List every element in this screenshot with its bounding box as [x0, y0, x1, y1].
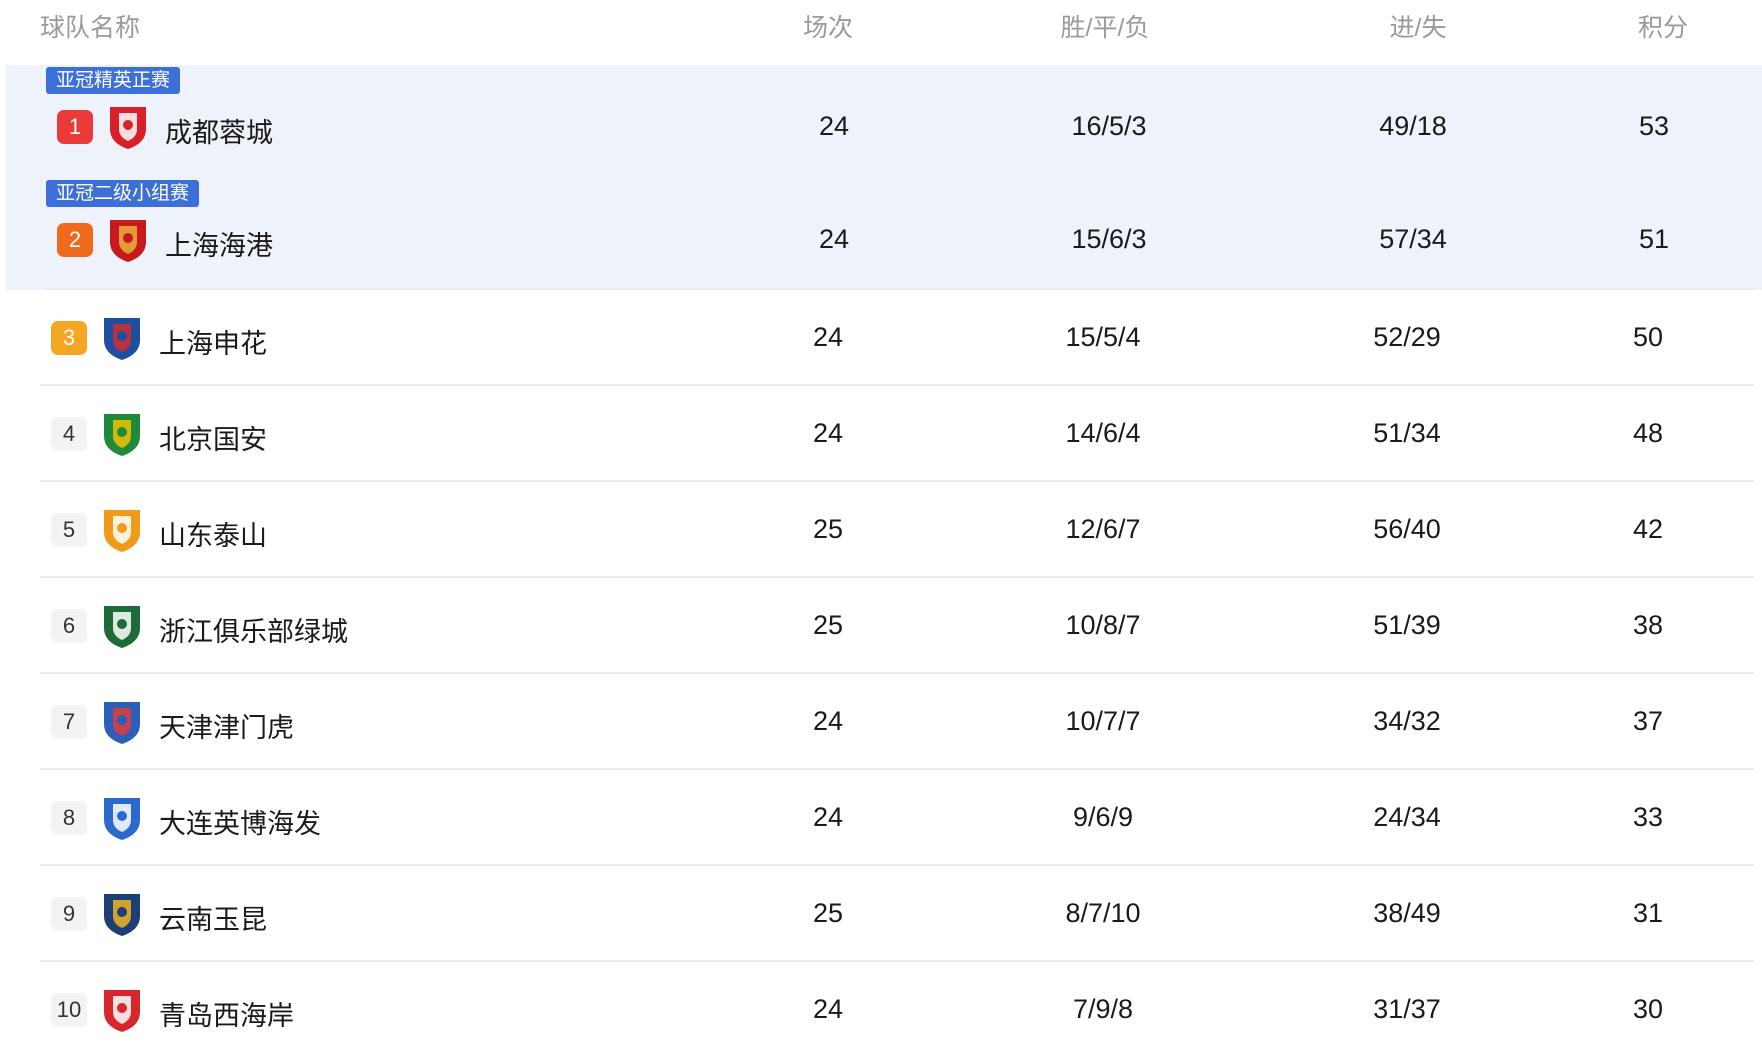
gf-ga-cell: 34/32 [1373, 706, 1441, 736]
rank-badge: 10 [51, 993, 87, 1027]
row-divider [40, 384, 1754, 386]
rank-badge: 5 [51, 513, 87, 547]
wdl-cell: 8/7/10 [1065, 898, 1141, 928]
gf-ga-cell: 38/49 [1373, 898, 1441, 928]
gf-ga-cell: 31/37 [1373, 994, 1441, 1024]
gf-ga-cell: 49/18 [1379, 111, 1447, 141]
beijing-guoan-logo-icon [104, 414, 140, 456]
team-name[interactable]: 浙江俱乐部绿城 [159, 617, 348, 647]
shanghai-shenhua-logo-icon [104, 318, 140, 360]
points-cell: 31 [1632, 898, 1664, 928]
points-cell: 42 [1632, 514, 1664, 544]
played-cell: 24 [812, 802, 844, 832]
table-row[interactable]: 3 上海申花 24 15/5/4 52/29 50 [0, 290, 1762, 386]
rank-badge: 6 [51, 609, 87, 643]
team-name[interactable]: 上海申花 [159, 329, 267, 359]
points-cell: 50 [1632, 322, 1664, 352]
dalian-yingbo-logo-icon [104, 798, 140, 840]
shandong-taishan-logo-icon [104, 510, 140, 552]
header-wdl: 胜/平/负 [1060, 14, 1150, 42]
played-cell: 24 [812, 706, 844, 736]
played-cell: 24 [812, 418, 844, 448]
played-cell: 24 [812, 994, 844, 1024]
team-name[interactable]: 成都蓉城 [165, 118, 273, 148]
header-team-name: 球队名称 [40, 14, 141, 42]
qualification-tag: 亚冠精英正赛 [46, 67, 181, 94]
gf-ga-cell: 52/29 [1373, 322, 1441, 352]
gf-ga-cell: 24/34 [1373, 802, 1441, 832]
table-row[interactable]: 7 天津津门虎 24 10/7/7 34/32 37 [0, 674, 1762, 770]
points-cell: 38 [1632, 610, 1664, 640]
gf-ga-cell: 56/40 [1373, 514, 1441, 544]
team-name[interactable]: 天津津门虎 [159, 713, 294, 743]
points-cell: 53 [1638, 111, 1670, 141]
chengdu-rongcheng-logo-icon [110, 107, 146, 149]
wdl-cell: 10/8/7 [1065, 610, 1141, 640]
played-cell: 24 [818, 224, 850, 254]
shanghai-port-logo-icon [110, 220, 146, 262]
table-row[interactable]: 亚冠二级小组赛 2 上海海港 24 15/6/3 57/34 51 [6, 178, 1762, 290]
table-row[interactable]: 10 青岛西海岸 24 7/9/8 31/37 30 [0, 962, 1762, 1058]
rank-badge: 2 [57, 223, 93, 257]
team-name[interactable]: 大连英博海发 [159, 809, 321, 839]
rank-badge: 3 [51, 321, 87, 355]
wdl-cell: 15/5/4 [1065, 322, 1141, 352]
team-name[interactable]: 北京国安 [159, 425, 267, 455]
rank-badge: 1 [57, 110, 93, 144]
table-row[interactable]: 4 北京国安 24 14/6/4 51/34 48 [0, 386, 1762, 482]
played-cell: 24 [818, 111, 850, 141]
header-gf-ga: 进/失 [1389, 14, 1447, 42]
played-cell: 25 [812, 898, 844, 928]
row-divider [40, 576, 1754, 578]
points-cell: 33 [1632, 802, 1664, 832]
played-cell: 25 [812, 610, 844, 640]
wdl-cell: 9/6/9 [1072, 802, 1134, 832]
tianjin-jinmen-tiger-logo-icon [104, 702, 140, 744]
played-cell: 25 [812, 514, 844, 544]
team-name[interactable]: 上海海港 [165, 231, 273, 261]
row-divider [40, 960, 1754, 962]
table-row[interactable]: 6 浙江俱乐部绿城 25 10/8/7 51/39 38 [0, 578, 1762, 674]
zhejiang-logo-icon [104, 606, 140, 648]
header-points: 积分 [1637, 14, 1689, 42]
team-name[interactable]: 青岛西海岸 [159, 1001, 294, 1031]
row-divider [40, 672, 1754, 674]
team-name[interactable]: 云南玉昆 [159, 905, 267, 935]
rank-badge: 7 [51, 705, 87, 739]
gf-ga-cell: 57/34 [1379, 224, 1447, 254]
rank-badge: 8 [51, 801, 87, 835]
wdl-cell: 12/6/7 [1065, 514, 1141, 544]
row-divider [46, 288, 1754, 290]
points-cell: 51 [1638, 224, 1670, 254]
qualification-tag: 亚冠二级小组赛 [46, 180, 200, 207]
qingdao-west-coast-logo-icon [104, 990, 140, 1032]
wdl-cell: 14/6/4 [1065, 418, 1141, 448]
team-name[interactable]: 山东泰山 [159, 521, 267, 551]
table-row[interactable]: 8 大连英博海发 24 9/6/9 24/34 33 [0, 770, 1762, 866]
gf-ga-cell: 51/39 [1373, 610, 1441, 640]
table-header: 球队名称 场次 胜/平/负 进/失 积分 [0, 0, 1762, 65]
gf-ga-cell: 51/34 [1373, 418, 1441, 448]
played-cell: 24 [812, 322, 844, 352]
rank-badge: 9 [51, 897, 87, 931]
points-cell: 48 [1632, 418, 1664, 448]
row-divider [40, 864, 1754, 866]
wdl-cell: 10/7/7 [1065, 706, 1141, 736]
wdl-cell: 15/6/3 [1071, 224, 1147, 254]
rank-badge: 4 [51, 417, 87, 451]
header-played: 场次 [802, 14, 854, 42]
points-cell: 37 [1632, 706, 1664, 736]
table-row[interactable]: 9 云南玉昆 25 8/7/10 38/49 31 [0, 866, 1762, 962]
table-row[interactable]: 5 山东泰山 25 12/6/7 56/40 42 [0, 482, 1762, 578]
row-divider [40, 480, 1754, 482]
points-cell: 30 [1632, 994, 1664, 1024]
yunnan-yukun-logo-icon [104, 894, 140, 936]
row-divider [40, 768, 1754, 770]
table-row[interactable]: 亚冠精英正赛 1 成都蓉城 24 16/5/3 49/18 53 [6, 65, 1762, 178]
wdl-cell: 16/5/3 [1071, 111, 1147, 141]
wdl-cell: 7/9/8 [1072, 994, 1134, 1024]
